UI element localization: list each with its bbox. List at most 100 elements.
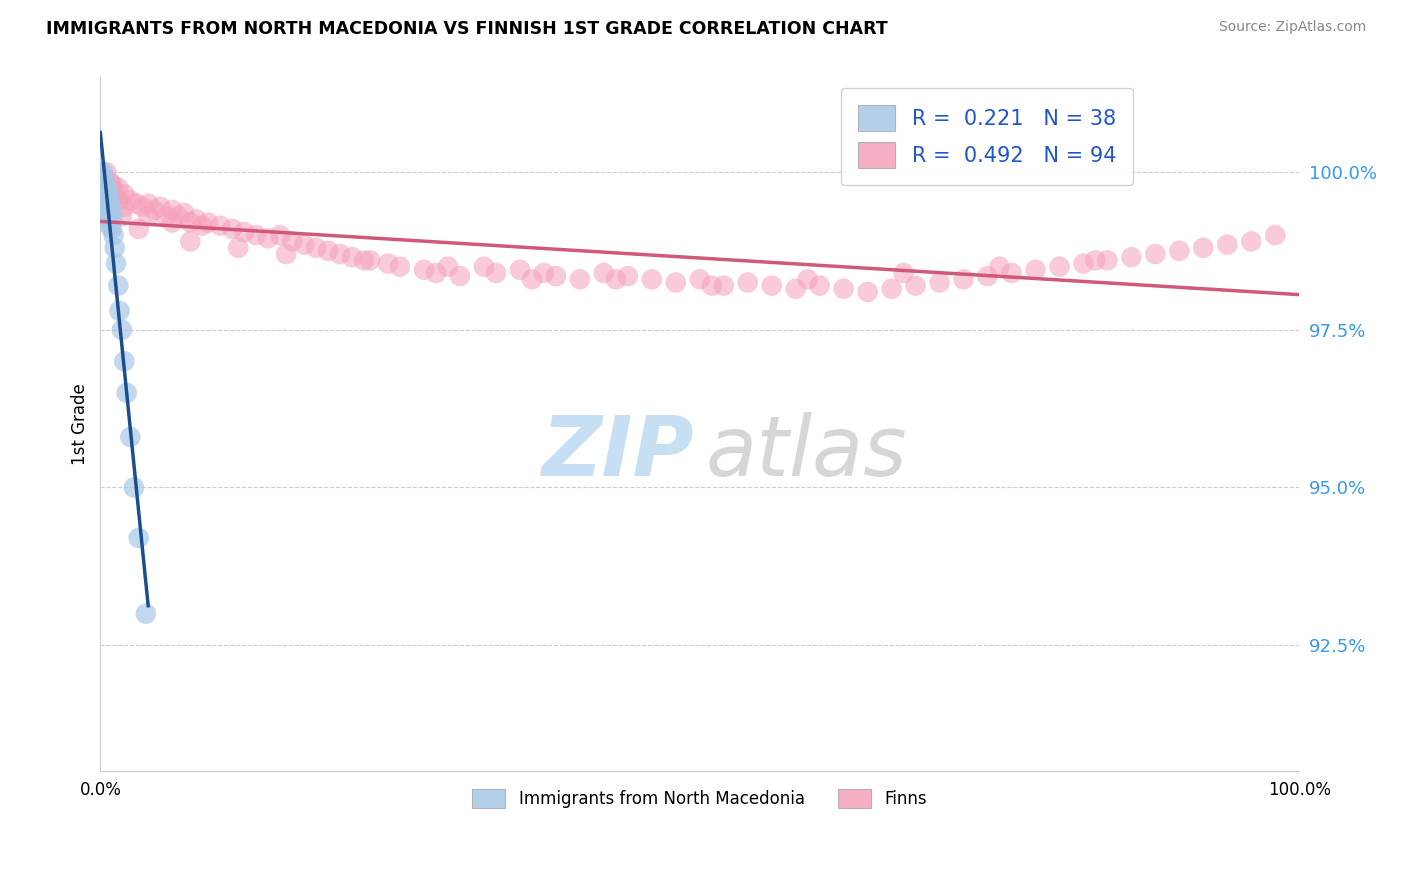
Point <box>568 272 591 286</box>
Point <box>101 190 124 204</box>
Point <box>700 278 723 293</box>
Point <box>1000 266 1022 280</box>
Text: IMMIGRANTS FROM NORTH MACEDONIA VS FINNISH 1ST GRADE CORRELATION CHART: IMMIGRANTS FROM NORTH MACEDONIA VS FINNI… <box>46 20 889 37</box>
Point <box>136 209 159 223</box>
Point <box>101 212 124 227</box>
Point <box>96 184 118 198</box>
Point <box>316 244 339 258</box>
Point <box>281 235 304 249</box>
Point <box>292 237 315 252</box>
Point <box>107 194 129 208</box>
Point <box>226 241 249 255</box>
Point <box>104 241 127 255</box>
Point <box>1024 263 1046 277</box>
Point <box>689 272 711 286</box>
Point <box>91 165 114 179</box>
Point <box>209 219 232 233</box>
Text: Source: ZipAtlas.com: Source: ZipAtlas.com <box>1219 20 1367 34</box>
Point <box>533 266 555 280</box>
Text: atlas: atlas <box>706 412 907 492</box>
Point <box>143 202 166 217</box>
Point <box>98 196 121 211</box>
Point <box>93 178 115 192</box>
Point <box>98 175 121 189</box>
Point <box>96 206 118 220</box>
Point <box>98 196 121 211</box>
Point <box>94 178 117 192</box>
Point <box>893 266 915 280</box>
Point <box>544 269 567 284</box>
Point <box>120 194 142 208</box>
Point <box>97 194 120 208</box>
Point <box>136 196 159 211</box>
Point <box>96 200 118 214</box>
Point <box>1264 228 1286 243</box>
Point <box>713 278 735 293</box>
Point <box>98 219 121 233</box>
Point <box>149 200 172 214</box>
Point <box>988 260 1011 274</box>
Point <box>617 269 640 284</box>
Point <box>976 269 998 284</box>
Point <box>104 256 127 270</box>
Point <box>167 209 190 223</box>
Point <box>94 184 117 198</box>
Point <box>1097 253 1119 268</box>
Point <box>665 276 688 290</box>
Point <box>111 323 134 337</box>
Point <box>904 278 927 293</box>
Point <box>737 276 759 290</box>
Point <box>1144 247 1167 261</box>
Point <box>91 171 114 186</box>
Point <box>100 222 122 236</box>
Point <box>592 266 614 280</box>
Point <box>112 200 135 214</box>
Point <box>1121 250 1143 264</box>
Point <box>179 215 201 229</box>
Point <box>520 272 543 286</box>
Point <box>135 607 157 621</box>
Point <box>509 263 531 277</box>
Point <box>100 206 122 220</box>
Point <box>96 187 118 202</box>
Point <box>785 282 807 296</box>
Point <box>856 285 879 299</box>
Point <box>1073 256 1095 270</box>
Point <box>413 263 436 277</box>
Point <box>96 165 118 179</box>
Point <box>128 531 150 545</box>
Point <box>112 354 135 368</box>
Point <box>389 260 412 274</box>
Point <box>112 187 135 202</box>
Point <box>131 200 153 214</box>
Point <box>1049 260 1071 274</box>
Point <box>425 266 447 280</box>
Point <box>101 178 124 192</box>
Point <box>245 228 267 243</box>
Point <box>93 190 115 204</box>
Point <box>1216 237 1239 252</box>
Point <box>1084 253 1107 268</box>
Point <box>305 241 328 255</box>
Point <box>808 278 831 293</box>
Point <box>93 171 115 186</box>
Point <box>96 181 118 195</box>
Point <box>605 272 627 286</box>
Point <box>353 253 375 268</box>
Point <box>155 209 177 223</box>
Point <box>107 278 129 293</box>
Point <box>104 184 127 198</box>
Point <box>485 266 508 280</box>
Point <box>257 231 280 245</box>
Point <box>179 235 201 249</box>
Point <box>437 260 460 274</box>
Point <box>162 202 184 217</box>
Point <box>197 215 219 229</box>
Point <box>276 247 298 261</box>
Point <box>100 202 122 217</box>
Point <box>93 175 115 189</box>
Text: ZIP: ZIP <box>541 412 693 492</box>
Point <box>108 303 131 318</box>
Point <box>832 282 855 296</box>
Point <box>449 269 471 284</box>
